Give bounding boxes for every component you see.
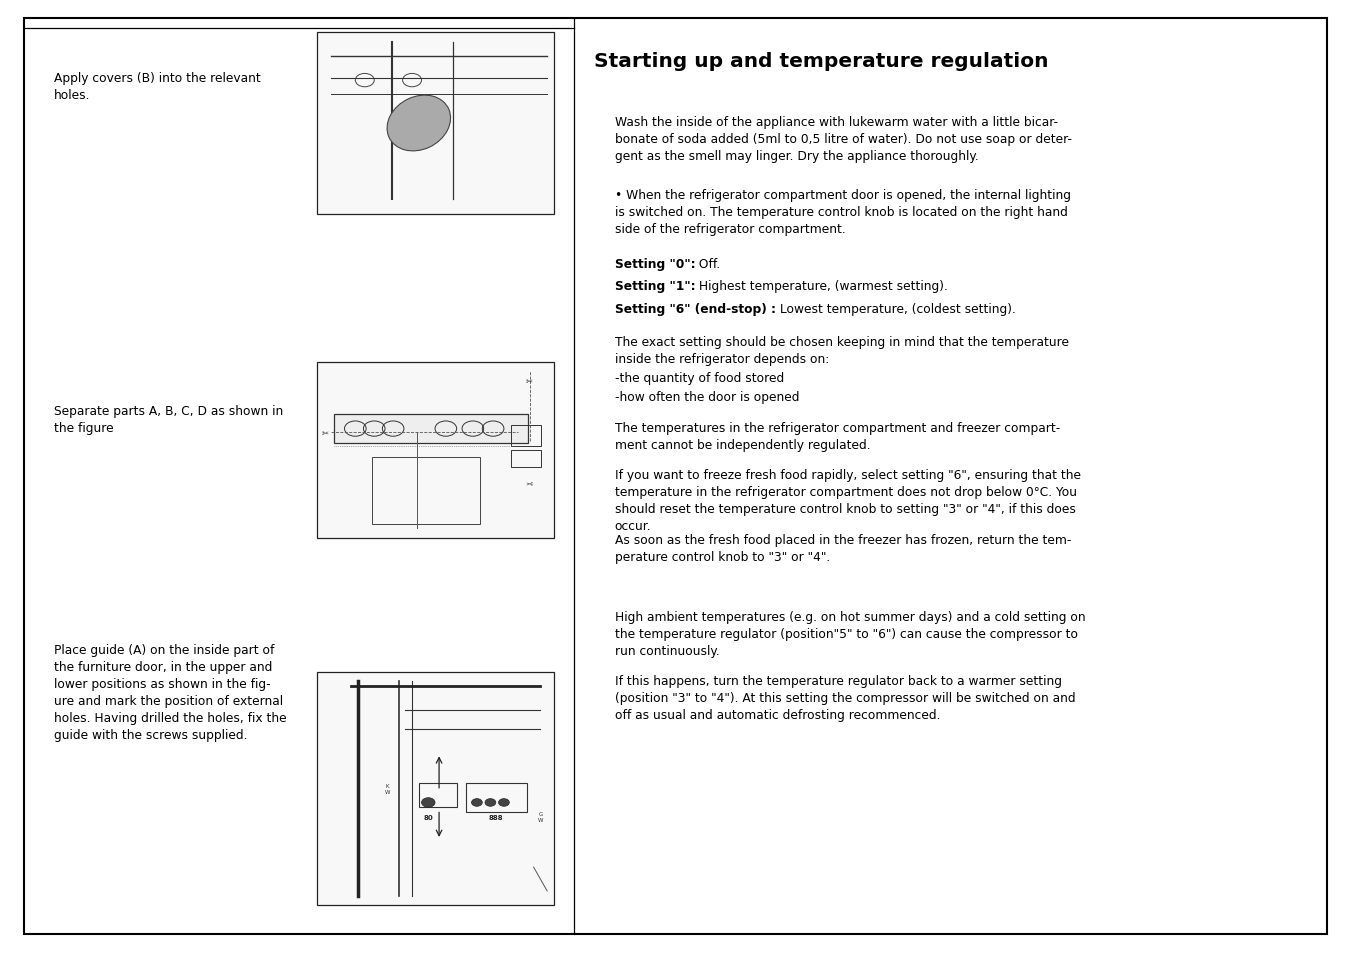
- Bar: [372, 457, 480, 524]
- Text: The exact setting should be chosen keeping in mind that the temperature
inside t: The exact setting should be chosen keepi…: [615, 335, 1069, 365]
- Bar: [511, 425, 540, 446]
- Bar: [511, 450, 540, 467]
- Bar: [466, 783, 527, 812]
- Text: G
W: G W: [538, 811, 543, 822]
- Circle shape: [422, 798, 435, 807]
- Circle shape: [471, 799, 482, 806]
- Text: 80: 80: [423, 814, 434, 821]
- Bar: [419, 783, 457, 807]
- Ellipse shape: [386, 96, 451, 152]
- Text: Setting "1":: Setting "1":: [615, 280, 696, 294]
- Bar: [317, 672, 554, 905]
- Text: -how often the door is opened: -how often the door is opened: [615, 391, 800, 404]
- Text: Place guide (A) on the inside part of
the furniture door, in the upper and
lower: Place guide (A) on the inside part of th…: [54, 643, 286, 741]
- Bar: [334, 415, 527, 443]
- Bar: [317, 33, 554, 214]
- Text: As soon as the fresh food placed in the freezer has frozen, return the tem-
pera: As soon as the fresh food placed in the …: [615, 534, 1071, 563]
- Text: ✂: ✂: [322, 428, 328, 437]
- Text: ✂: ✂: [526, 476, 534, 486]
- Text: Setting "6" (end-stop) :: Setting "6" (end-stop) :: [615, 303, 775, 316]
- Text: The temperatures in the refrigerator compartment and freezer compart-
ment canno: The temperatures in the refrigerator com…: [615, 421, 1061, 451]
- Text: Starting up and temperature regulation: Starting up and temperature regulation: [594, 52, 1048, 71]
- Text: If you want to freeze fresh food rapidly, select setting "6", ensuring that the
: If you want to freeze fresh food rapidly…: [615, 469, 1081, 533]
- Text: Apply covers (B) into the relevant
holes.: Apply covers (B) into the relevant holes…: [54, 71, 261, 101]
- Text: Lowest temperature, (coldest setting).: Lowest temperature, (coldest setting).: [775, 303, 1016, 316]
- Text: • When the refrigerator compartment door is opened, the internal lighting
is swi: • When the refrigerator compartment door…: [615, 189, 1071, 235]
- Circle shape: [485, 799, 496, 806]
- Text: K
W: K W: [385, 783, 390, 794]
- Text: ✂: ✂: [526, 376, 534, 385]
- Bar: [317, 362, 554, 538]
- Text: Highest temperature, (warmest setting).: Highest temperature, (warmest setting).: [696, 280, 948, 294]
- Text: Setting "0":: Setting "0":: [615, 257, 696, 271]
- Text: Wash the inside of the appliance with lukewarm water with a little bicar-
bonate: Wash the inside of the appliance with lu…: [615, 116, 1071, 163]
- Text: If this happens, turn the temperature regulator back to a warmer setting
(positi: If this happens, turn the temperature re…: [615, 675, 1075, 721]
- Text: Off.: Off.: [696, 257, 720, 271]
- Text: 888: 888: [489, 814, 503, 821]
- Text: High ambient temperatures (e.g. on hot summer days) and a cold setting on
the te: High ambient temperatures (e.g. on hot s…: [615, 610, 1085, 657]
- Text: -the quantity of food stored: -the quantity of food stored: [615, 372, 784, 385]
- Text: Separate parts A, B, C, D as shown in
the figure: Separate parts A, B, C, D as shown in th…: [54, 405, 284, 435]
- Circle shape: [499, 799, 509, 806]
